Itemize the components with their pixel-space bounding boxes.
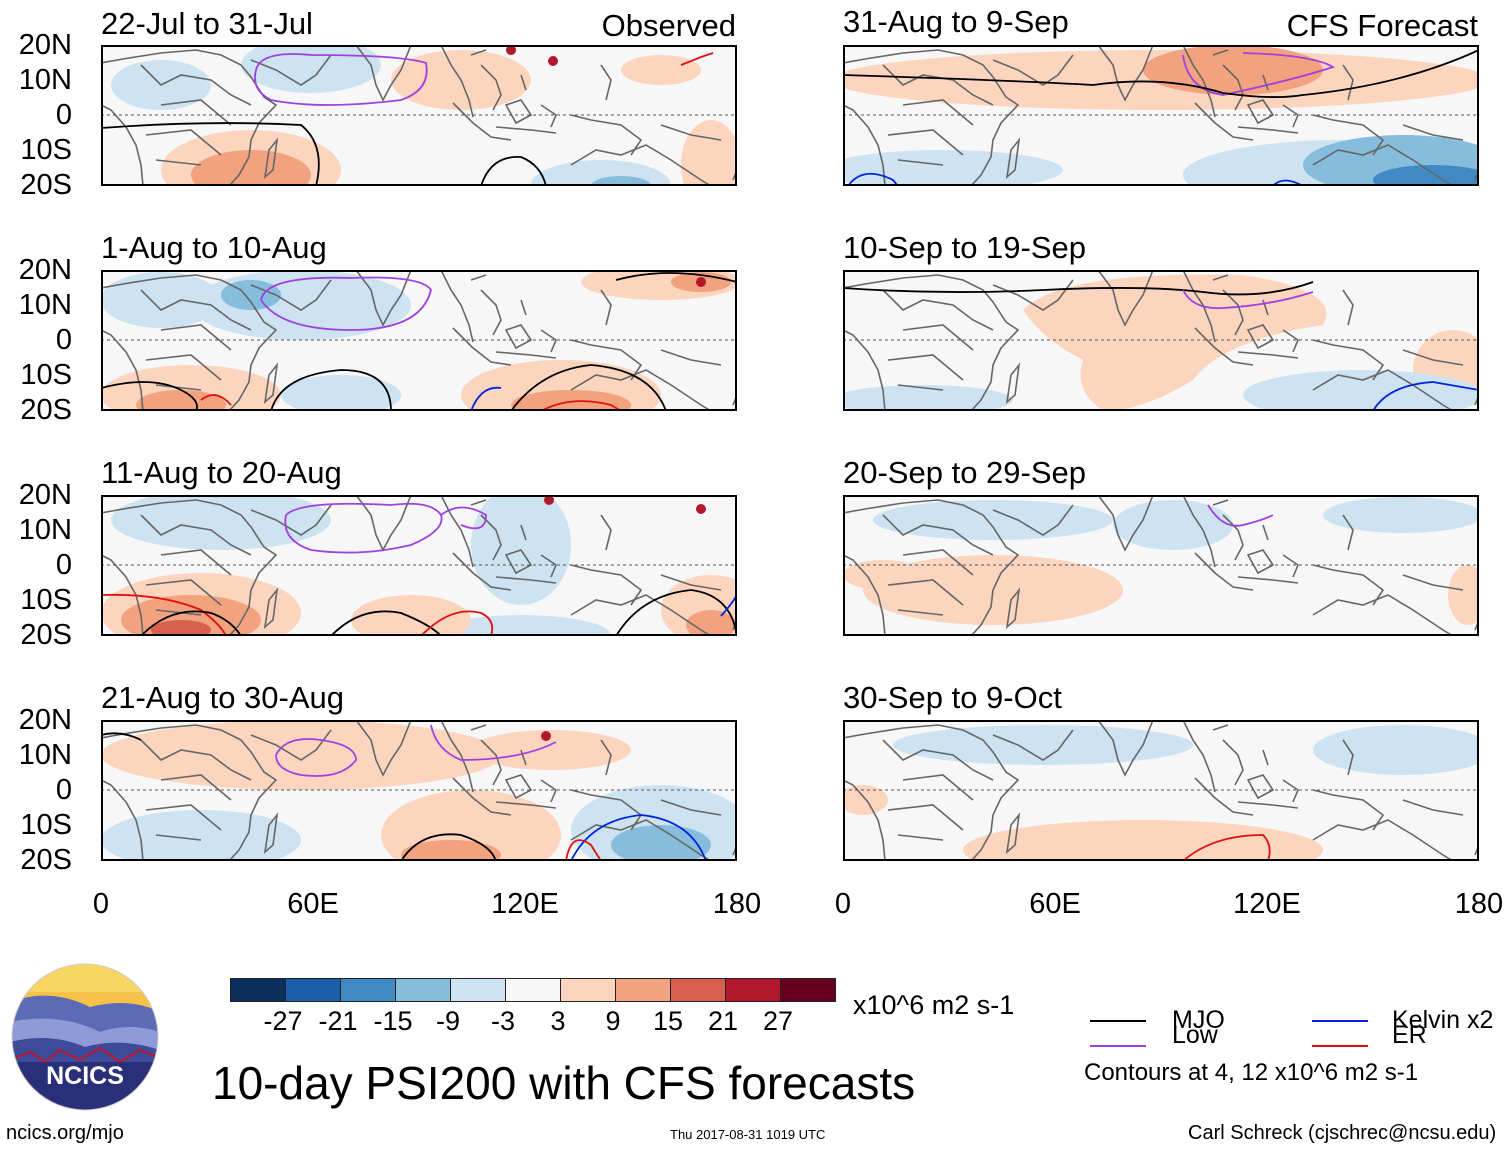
footer-website[interactable]: ncics.org/mjo (6, 1122, 124, 1144)
lat-label: 20S (20, 844, 72, 876)
panel-title-fc-1: 31-Aug to 9-Sep (843, 4, 1069, 39)
colorbar-swatch (231, 979, 286, 1001)
legend-label-low: Low (1172, 1021, 1218, 1049)
lat-label: 20N (18, 29, 72, 61)
footer-timestamp: Thu 2017-08-31 1019 UTC (670, 1127, 826, 1142)
legend-swatch-kelvin (1312, 1020, 1368, 1022)
map-panel-obs-4 (101, 720, 737, 861)
panel-title-obs-2: 1-Aug to 10-Aug (101, 230, 327, 265)
lon-label: 0 (92, 888, 110, 920)
lat-label: 20N (18, 704, 72, 736)
colorbar-swatch (451, 979, 506, 1001)
lat-label: 10N (18, 514, 72, 546)
lat-label: 10N (18, 739, 72, 771)
panel-title-obs-4: 21-Aug to 30-Aug (101, 680, 345, 715)
lon-label: 120E (491, 888, 559, 920)
lat-label: 20S (20, 394, 72, 426)
lat-label: 0 (55, 549, 72, 581)
colorbar-swatch (726, 979, 781, 1001)
colorbar-tick: -27 (263, 1006, 303, 1036)
lon-label: 180 (712, 888, 762, 920)
panel-title-fc-2: 10-Sep to 19-Sep (843, 230, 1087, 265)
lat-label: 10N (18, 64, 72, 96)
panel-title-obs-3: 11-Aug to 20-Aug (101, 455, 342, 490)
map-panel-fc-2 (843, 270, 1479, 411)
lat-label: 10S (20, 134, 72, 166)
map-panel-fc-1 (843, 45, 1479, 186)
lat-label: 20S (20, 169, 72, 201)
main-title: 10-day PSI200 with CFS forecasts (212, 1057, 916, 1109)
map-panel-obs-1 (101, 45, 737, 186)
legend-swatch-mjo (1090, 1020, 1146, 1022)
lon-label: 60E (287, 888, 339, 920)
colorbar (230, 978, 836, 1002)
colorbar-tick: 15 (652, 1006, 684, 1036)
colorbar-tick: -21 (318, 1006, 358, 1036)
colorbar-tick: 3 (550, 1006, 566, 1036)
colorbar-tick: 9 (605, 1006, 621, 1036)
logo-text: NCICS (46, 1062, 124, 1090)
lat-label: 0 (55, 324, 72, 356)
legend-label-er: ER (1392, 1021, 1427, 1049)
lat-label: 0 (55, 774, 72, 806)
lat-label: 0 (55, 99, 72, 131)
colorbar-tick: 21 (707, 1006, 739, 1036)
map-panel-fc-3 (843, 495, 1479, 636)
colorbar-swatch (396, 979, 451, 1001)
lat-label: 10N (18, 289, 72, 321)
map-panel-fc-4 (843, 720, 1479, 861)
legend-label-kelvin: Kelvin x2 (1392, 1006, 1494, 1034)
lat-label: 10S (20, 584, 72, 616)
lon-label: 60E (1029, 888, 1081, 920)
colorbar-swatch (781, 979, 835, 1001)
lon-label: 0 (834, 888, 852, 920)
colorbar-tick: -3 (490, 1006, 515, 1036)
panel-title-fc-4: 30-Sep to 9-Oct (843, 680, 1062, 715)
legend-note: Contours at 4, 12 x10^6 m2 s-1 (1084, 1059, 1419, 1086)
colorbar-swatch (286, 979, 341, 1001)
map-panel-obs-2 (101, 270, 737, 411)
colorbar-swatch (671, 979, 726, 1001)
lat-label: 10S (20, 359, 72, 391)
lat-label: 20S (20, 619, 72, 651)
colorbar-unit: x10^6 m2 s-1 (853, 990, 1015, 1020)
legend-label-mjo: MJO (1172, 1006, 1225, 1034)
colorbar-tick: -9 (435, 1006, 460, 1036)
panel-title-fc-3: 20-Sep to 29-Sep (843, 455, 1087, 490)
observed-label: Observed (601, 8, 736, 43)
colorbar-swatch (341, 979, 396, 1001)
lat-label: 10S (20, 809, 72, 841)
lon-label: 120E (1233, 888, 1301, 920)
legend-swatch-low (1090, 1045, 1146, 1047)
lat-label: 20N (18, 254, 72, 286)
colorbar-swatch (506, 979, 561, 1001)
panel-title-obs-1: 22-Jul to 31-Jul (101, 6, 313, 41)
ncics-logo: NCICS (10, 962, 160, 1112)
lat-label: 20N (18, 479, 72, 511)
colorbar-swatch (616, 979, 671, 1001)
colorbar-swatch (561, 979, 616, 1001)
map-panel-obs-3 (101, 495, 737, 636)
footer-author: Carl Schreck (cjschrec@ncsu.edu) (1188, 1122, 1497, 1144)
colorbar-tick: -15 (373, 1006, 413, 1036)
forecast-label: CFS Forecast (1286, 8, 1478, 43)
colorbar-tick: 27 (762, 1006, 794, 1036)
legend-swatch-er (1312, 1045, 1368, 1047)
lon-label: 180 (1454, 888, 1504, 920)
